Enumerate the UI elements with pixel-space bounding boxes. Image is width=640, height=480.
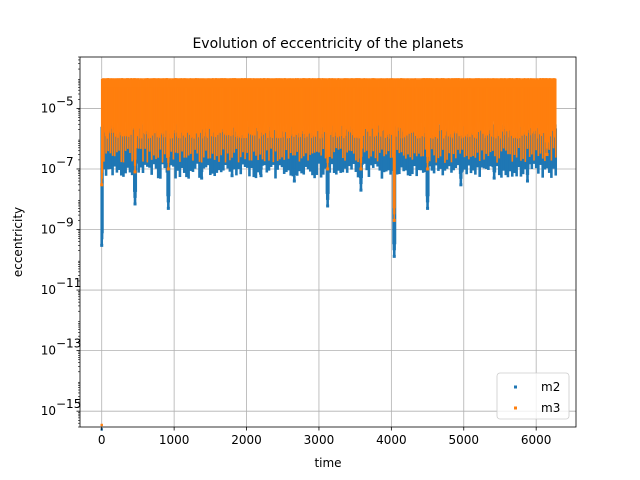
y-tick-exponent: −7 (56, 155, 74, 169)
series-m3-point (359, 167, 363, 171)
data-layer (100, 78, 558, 431)
series-m2-point (359, 188, 363, 192)
series-m3-point (166, 167, 170, 171)
series-m2-point (230, 174, 234, 178)
x-tick-label: 0 (98, 433, 106, 447)
y-tick-exponent: −11 (56, 276, 81, 290)
series-m2-point (459, 183, 463, 187)
series-m2-point (525, 179, 529, 183)
y-axis-label: eccentricity (11, 207, 25, 277)
ticks: 0 1000 2000 3000 4000 5000 600010−1510−1310−11… (41, 56, 552, 447)
series-m3-point (426, 167, 430, 171)
series-m3-point (392, 218, 396, 222)
x-tick-label: 3000 (304, 433, 335, 447)
x-axis-label: time (314, 456, 341, 470)
legend-marker-m3 (514, 406, 517, 410)
y-tick-exponent: −15 (56, 397, 81, 411)
y-tick-label: 10 (41, 283, 56, 297)
series-m3 (100, 78, 557, 427)
y-tick-exponent: −5 (56, 94, 74, 108)
legend-marker-m2 (514, 385, 517, 389)
axes-frame (79, 56, 577, 428)
y-tick-label: 10 (41, 162, 56, 176)
x-tick-label: 1000 (159, 433, 190, 447)
y-tick-label: 10 (41, 404, 56, 418)
y-tick-label: 10 (41, 344, 56, 358)
x-tick-label: 5000 (448, 433, 479, 447)
series-m3-point (326, 167, 330, 171)
legend: m2 m3 (496, 372, 570, 420)
series-m2-point (326, 204, 330, 208)
x-tick-label: 4000 (376, 433, 407, 447)
series-m2-point (200, 176, 204, 180)
series-m2-point (492, 176, 496, 180)
series-m3-point (545, 153, 549, 157)
series-m2-point (166, 206, 170, 210)
series-m2-point (426, 206, 430, 210)
y-tick-exponent: −13 (56, 337, 81, 351)
series-m3-point (133, 170, 137, 174)
series-m2-point (392, 254, 396, 258)
series-m3-band (101, 78, 556, 88)
series-m2-point (133, 202, 137, 206)
x-tick-label: 6000 (521, 433, 552, 447)
series-m2-point (100, 243, 104, 247)
chart-title: Evolution of eccentricity of the planets (192, 36, 463, 52)
series-m3-point (100, 183, 104, 187)
y-tick-label: 10 (41, 101, 56, 115)
series-m3-point (100, 423, 103, 427)
y-tick-label: 10 (41, 223, 56, 237)
y-tick-exponent: −9 (56, 216, 74, 230)
series-m2-point (292, 179, 296, 183)
legend-label-m3: m3 (541, 401, 560, 415)
x-tick-label: 2000 (231, 433, 262, 447)
legend-label-m2: m2 (541, 380, 560, 394)
series-m2-point (259, 174, 263, 178)
